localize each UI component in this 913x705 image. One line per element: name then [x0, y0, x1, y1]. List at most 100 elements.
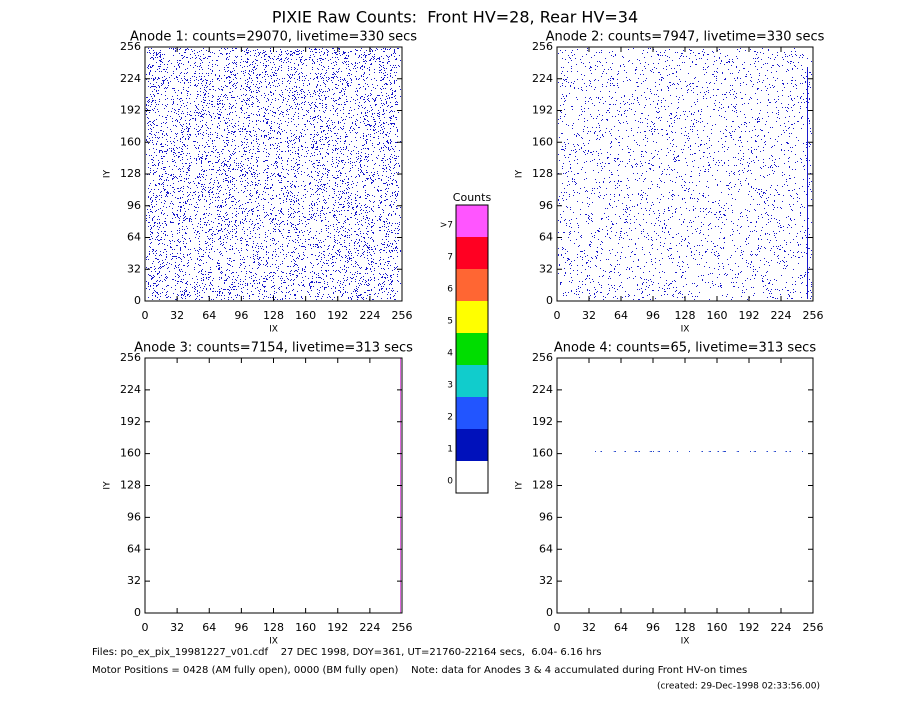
y-tick-label: 96 — [127, 510, 141, 523]
created-note: (created: 29-Dec-1998 02:33:56.00) — [657, 682, 820, 692]
x-tick-label: 32 — [582, 621, 596, 634]
count-texture — [558, 48, 812, 300]
x-tick-label: 32 — [582, 309, 596, 322]
y-tick-label: 96 — [539, 199, 553, 212]
y-tick-label: 192 — [532, 104, 553, 117]
y-tick-label: 160 — [120, 447, 141, 460]
y-tick-label: 128 — [532, 479, 553, 492]
plot-area — [557, 358, 813, 613]
colorbar-label: 2 — [447, 413, 453, 423]
x-tick-label: 256 — [392, 309, 413, 322]
y-tick-label: 224 — [532, 383, 553, 396]
colorbar-label: 4 — [447, 349, 453, 359]
colorbar-title: Counts — [453, 191, 492, 204]
y-tick-label: 256 — [532, 351, 553, 364]
panel-title: Anode 4: counts=65, livetime=313 secs — [554, 341, 816, 356]
y-axis-label: IY — [515, 481, 525, 490]
panel-title: Anode 2: counts=7947, livetime=330 secs — [546, 30, 825, 45]
x-tick-label: 160 — [295, 621, 316, 634]
x-tick-label: 256 — [392, 621, 413, 634]
panel-title: Anode 3: counts=7154, livetime=313 secs — [134, 341, 413, 356]
x-tick-label: 0 — [142, 309, 149, 322]
x-tick-label: 128 — [675, 621, 696, 634]
x-tick-label: 128 — [263, 621, 284, 634]
y-axis-label: IY — [515, 169, 525, 178]
x-axis-label: IX — [269, 325, 278, 335]
x-tick-label: 224 — [771, 309, 792, 322]
x-tick-label: 192 — [327, 309, 348, 322]
x-tick-label: 0 — [554, 309, 561, 322]
y-tick-label: 224 — [120, 72, 141, 85]
x-tick-label: 256 — [803, 621, 824, 634]
colorbar-swatch — [456, 205, 488, 237]
y-tick-label: 64 — [127, 542, 141, 555]
y-axis-label: IY — [103, 481, 113, 490]
x-tick-label: 128 — [675, 309, 696, 322]
y-tick-label: 192 — [532, 415, 553, 428]
panel-title: Anode 1: counts=29070, livetime=330 secs — [130, 30, 417, 45]
x-tick-label: 64 — [614, 309, 628, 322]
x-tick-label: 96 — [234, 309, 248, 322]
x-tick-label: 64 — [202, 309, 216, 322]
colorbar-swatch — [456, 301, 488, 333]
colorbar-swatch — [456, 429, 488, 461]
colorbar-swatch — [456, 237, 488, 269]
colorbar-label: 1 — [447, 445, 453, 455]
colorbar-swatch — [456, 365, 488, 397]
y-tick-label: 128 — [532, 167, 553, 180]
y-tick-label: 256 — [120, 40, 141, 53]
y-tick-label: 96 — [539, 510, 553, 523]
y-tick-label: 0 — [134, 294, 141, 307]
x-tick-label: 160 — [707, 309, 728, 322]
colorbar-swatch — [456, 397, 488, 429]
y-tick-label: 96 — [127, 199, 141, 212]
y-tick-label: 256 — [120, 351, 141, 364]
y-tick-label: 0 — [546, 606, 553, 619]
x-tick-label: 0 — [142, 621, 149, 634]
y-tick-label: 224 — [532, 72, 553, 85]
y-tick-label: 192 — [120, 415, 141, 428]
x-axis-label: IX — [681, 325, 690, 335]
x-tick-label: 192 — [739, 309, 760, 322]
y-tick-label: 128 — [120, 167, 141, 180]
count-texture — [595, 451, 803, 452]
x-tick-label: 32 — [170, 621, 184, 634]
colorbar-label: >7 — [440, 221, 453, 231]
x-axis-label: IX — [681, 637, 690, 647]
colorbar-label: 5 — [447, 317, 453, 327]
y-tick-label: 32 — [539, 262, 553, 275]
y-tick-label: 224 — [120, 383, 141, 396]
y-tick-label: 64 — [539, 231, 553, 244]
x-tick-label: 96 — [646, 621, 660, 634]
y-tick-label: 64 — [539, 542, 553, 555]
x-tick-label: 224 — [359, 309, 380, 322]
y-tick-label: 256 — [532, 40, 553, 53]
colorbar-label: 6 — [447, 285, 453, 295]
y-tick-label: 160 — [532, 135, 553, 148]
footer-line: Files: po_ex_pix_19981227_v01.cdf 27 DEC… — [92, 647, 602, 658]
y-tick-label: 32 — [127, 574, 141, 587]
x-tick-label: 128 — [263, 309, 284, 322]
y-axis-label: IY — [103, 169, 113, 178]
y-tick-label: 192 — [120, 104, 141, 117]
x-tick-label: 0 — [554, 621, 561, 634]
x-tick-label: 192 — [327, 621, 348, 634]
figure-title: PIXIE Raw Counts: Front HV=28, Rear HV=3… — [272, 8, 638, 27]
x-tick-label: 96 — [234, 621, 248, 634]
y-tick-label: 128 — [120, 479, 141, 492]
count-texture — [146, 48, 401, 300]
y-tick-label: 64 — [127, 231, 141, 244]
x-tick-label: 256 — [803, 309, 824, 322]
x-tick-label: 64 — [614, 621, 628, 634]
colorbar-label: 3 — [447, 381, 453, 391]
x-tick-label: 160 — [295, 309, 316, 322]
x-axis-label: IX — [269, 637, 278, 647]
x-tick-label: 224 — [771, 621, 792, 634]
colorbar-swatch — [456, 333, 488, 365]
colorbar-label: 0 — [447, 477, 453, 487]
y-tick-label: 0 — [134, 606, 141, 619]
y-tick-label: 160 — [532, 447, 553, 460]
x-tick-label: 64 — [202, 621, 216, 634]
colorbar-swatch — [456, 461, 488, 493]
x-tick-label: 96 — [646, 309, 660, 322]
